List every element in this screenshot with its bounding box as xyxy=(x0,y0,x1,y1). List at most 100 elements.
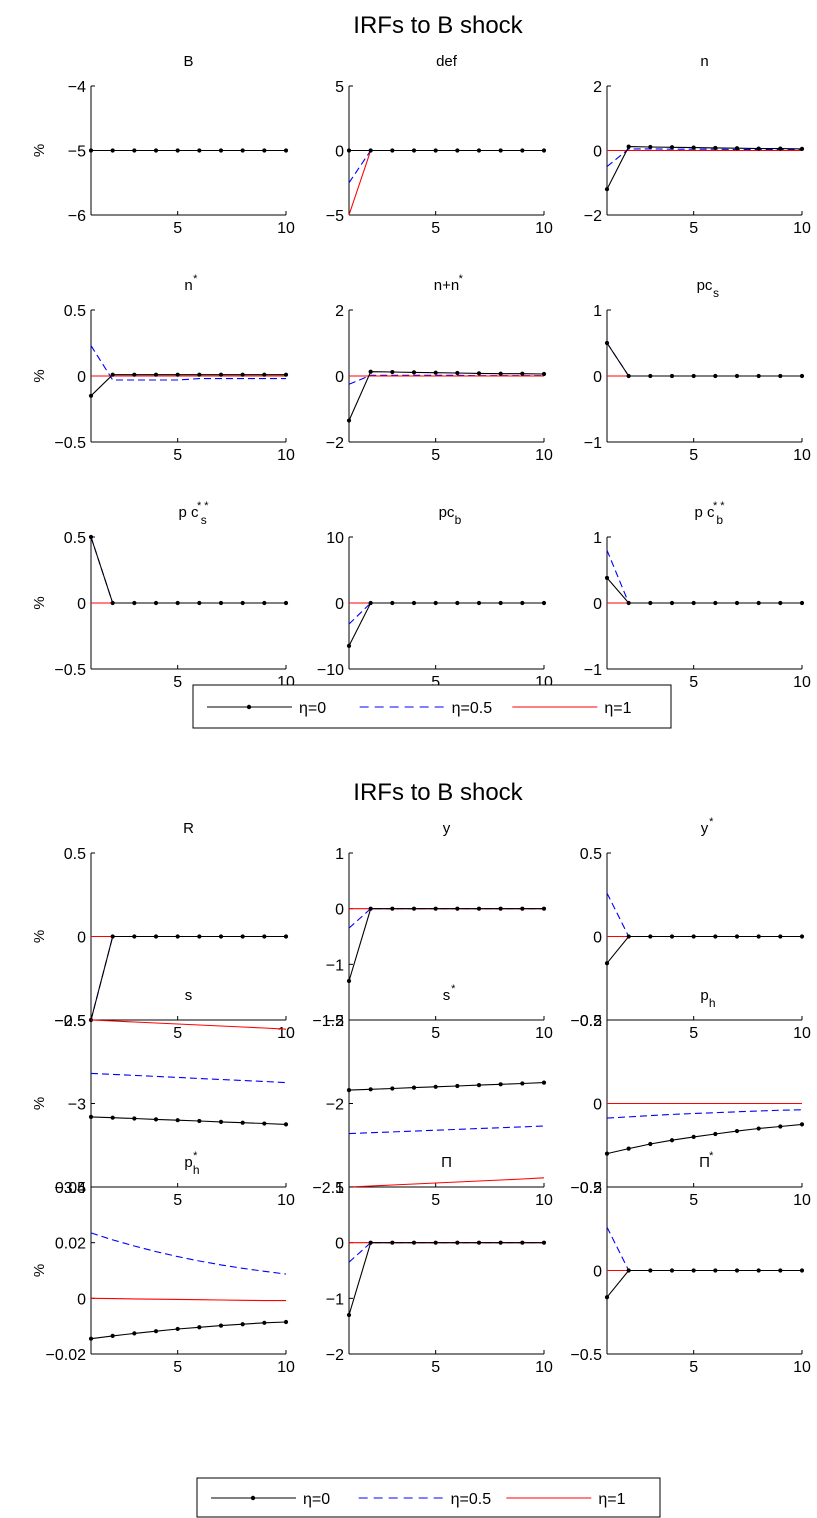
data-point xyxy=(669,145,675,150)
data-point xyxy=(648,1268,653,1273)
y-tick-label: 0 xyxy=(77,930,86,947)
y-axis-label: % xyxy=(31,930,48,943)
figure-title-bottom: IRFs to B shock xyxy=(353,779,523,806)
irf-panel: −1.5−2−2.55 10s * xyxy=(312,983,553,1209)
data-point xyxy=(520,1240,525,1245)
y-tick-label: −0.5 xyxy=(570,1013,602,1030)
x-tick-label: 10 xyxy=(793,220,811,237)
x-tick-label: 10 xyxy=(535,1025,553,1042)
panel-title-subscript: h xyxy=(709,996,716,1010)
irf-panel: 2 0 −2 5 10 n+n * xyxy=(326,273,553,464)
y-tick-label: −4 xyxy=(68,79,86,96)
data-point xyxy=(455,1083,460,1089)
series-line-eta0 xyxy=(348,602,544,647)
data-point xyxy=(541,1240,547,1245)
data-point xyxy=(756,146,761,151)
x-tick-label: 5 xyxy=(173,1025,182,1042)
data-point xyxy=(520,600,525,606)
data-point xyxy=(262,372,267,377)
series-line-eta0 xyxy=(606,1123,803,1155)
data-point xyxy=(411,1240,417,1245)
series-line-eta1 xyxy=(348,1177,545,1188)
x-tick-label: 10 xyxy=(793,674,811,691)
data-point xyxy=(520,371,525,376)
irf-panel: 0.04 0.02 0 −0.02 5 10 p *h% xyxy=(31,1150,295,1376)
y-tick-label: −1 xyxy=(584,662,602,679)
y-tick-label: 0 xyxy=(335,1236,344,1253)
data-point xyxy=(283,934,289,939)
data-point xyxy=(218,600,224,606)
irf-panel: 2 0 −2 5 10 n xyxy=(584,53,811,237)
data-point xyxy=(346,148,352,153)
data-point xyxy=(778,373,783,379)
y-tick-label: −5 xyxy=(326,208,344,225)
y-axis-label: % xyxy=(31,596,48,609)
x-tick-label: 5 xyxy=(689,1025,698,1042)
data-point xyxy=(541,906,547,911)
data-point xyxy=(110,1333,115,1339)
data-point xyxy=(648,1141,653,1147)
data-point xyxy=(433,148,438,153)
irf-panel: 0.5 0 −0.5 5 10 n *% xyxy=(31,273,295,464)
panel-title: p xyxy=(184,1154,192,1171)
data-point xyxy=(346,1312,352,1318)
series-line-eta0 xyxy=(606,577,802,604)
data-point xyxy=(433,1240,438,1245)
x-tick-label: 5 xyxy=(173,674,182,691)
data-point xyxy=(604,1151,610,1156)
data-point xyxy=(669,600,675,606)
data-point xyxy=(88,148,94,153)
data-point xyxy=(433,600,438,606)
y-tick-label: −2.5 xyxy=(312,1180,344,1197)
y-tick-label: 0.5 xyxy=(64,303,86,320)
y-tick-label: 1 xyxy=(593,303,602,320)
panel-title: Π xyxy=(441,1154,452,1171)
data-point xyxy=(346,418,352,423)
panel-title: n+n xyxy=(434,277,459,294)
panel-title-superscript: * * xyxy=(197,500,209,512)
data-point xyxy=(778,1124,783,1129)
panel-title: n xyxy=(184,277,192,294)
data-point xyxy=(476,1240,482,1245)
panel-title: def xyxy=(436,53,458,70)
data-point xyxy=(411,370,417,375)
data-point xyxy=(476,906,482,911)
data-point xyxy=(218,372,224,377)
data-point xyxy=(799,934,805,939)
data-point xyxy=(433,906,438,911)
panel-title: pc xyxy=(439,504,455,521)
data-point xyxy=(368,148,373,153)
legend-marker xyxy=(250,1495,256,1501)
data-point xyxy=(346,978,352,984)
data-point xyxy=(218,1323,224,1328)
data-point xyxy=(648,934,653,939)
data-point xyxy=(368,906,373,911)
data-point xyxy=(756,1126,761,1131)
y-tick-label: 2 xyxy=(593,79,602,96)
data-point xyxy=(132,1331,137,1336)
data-point xyxy=(88,534,94,540)
irf-panel: 0.2 0 −0.2 5 10 p h xyxy=(570,987,811,1209)
data-point xyxy=(498,1240,503,1245)
data-point xyxy=(604,575,610,581)
data-point xyxy=(433,1084,438,1089)
y-tick-label: 0 xyxy=(335,596,344,613)
data-point xyxy=(498,1082,503,1087)
legend-marker xyxy=(246,704,252,710)
data-point xyxy=(799,1122,805,1127)
panel-title-superscript: * xyxy=(459,273,464,285)
data-point xyxy=(799,373,805,379)
x-tick-label: 10 xyxy=(277,447,295,464)
legend-label: η=0.5 xyxy=(451,1491,492,1508)
data-point xyxy=(153,1329,159,1334)
y-tick-label: −2 xyxy=(326,1347,344,1364)
series-line-eta0 xyxy=(606,935,802,964)
y-tick-label: −5 xyxy=(68,144,86,161)
panel-title: s xyxy=(443,987,451,1004)
data-point xyxy=(390,1240,395,1245)
series-line-eta0 xyxy=(90,1321,287,1340)
data-point xyxy=(132,372,137,377)
x-tick-label: 5 xyxy=(173,1192,182,1209)
data-point xyxy=(476,371,482,376)
legends-layer: η=0 η=0.5 η=1 η=0 η=0.5 η=1 xyxy=(192,684,672,1518)
